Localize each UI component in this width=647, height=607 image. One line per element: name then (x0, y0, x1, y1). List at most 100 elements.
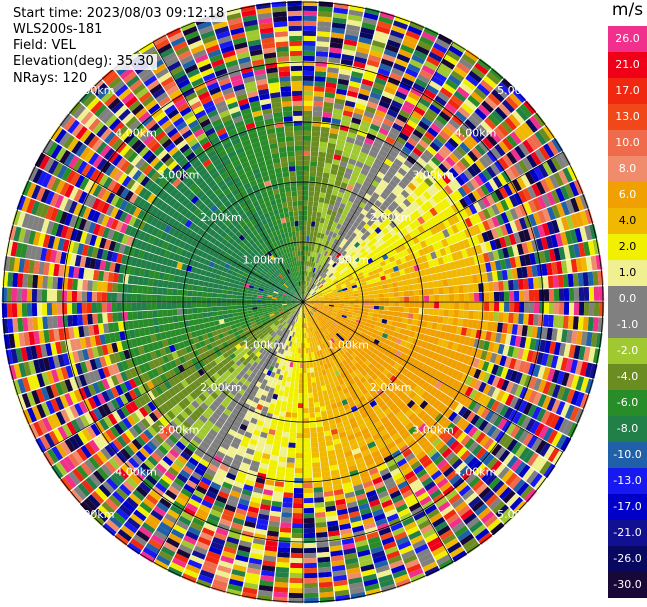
velocity-gate (470, 460, 483, 472)
velocity-gate (333, 296, 339, 299)
velocity-gate (354, 235, 361, 242)
velocity-gate (407, 284, 414, 291)
velocity-gate (549, 414, 560, 429)
velocity-gate (292, 402, 298, 409)
velocity-gate (334, 281, 340, 286)
velocity-gate (277, 420, 285, 427)
velocity-gate (350, 371, 357, 379)
velocity-gate (568, 302, 575, 316)
velocity-gate (327, 310, 333, 314)
velocity-gate (378, 289, 384, 294)
velocity-gate (421, 426, 432, 437)
velocity-gate (250, 460, 260, 468)
velocity-gate (464, 217, 473, 228)
velocity-gate (349, 122, 360, 130)
velocity-gate (359, 471, 370, 479)
velocity-gate (373, 158, 384, 167)
velocity-gate (484, 117, 497, 130)
velocity-gate (527, 277, 534, 290)
velocity-gate (430, 156, 442, 167)
velocity-gate (508, 357, 517, 370)
velocity-gate (396, 154, 406, 164)
velocity-gate (317, 26, 331, 33)
velocity-gate (374, 77, 387, 86)
velocity-gate (346, 200, 354, 208)
velocity-gate (279, 410, 286, 417)
velocity-gate (438, 287, 444, 295)
velocity-gate (395, 205, 404, 214)
velocity-gate (298, 317, 301, 323)
velocity-gate (424, 532, 439, 544)
velocity-gate (475, 186, 486, 199)
velocity-gate (494, 160, 505, 173)
velocity-gate (383, 48, 398, 58)
velocity-gate (442, 82, 456, 95)
velocity-gate (509, 131, 522, 145)
velocity-gate (369, 167, 379, 176)
velocity-gate (323, 261, 328, 268)
velocity-gate (427, 244, 435, 253)
velocity-gate (354, 488, 366, 497)
velocity-gate (319, 277, 324, 283)
velocity-gate (309, 300, 315, 302)
velocity-gate (395, 536, 410, 546)
velocity-gate (344, 141, 354, 149)
velocity-gate (338, 129, 348, 137)
velocity-gate (425, 384, 435, 394)
velocity-gate (377, 285, 384, 290)
velocity-gate (425, 328, 432, 336)
velocity-gate (495, 504, 509, 518)
velocity-gate (397, 167, 408, 177)
velocity-gate (482, 137, 494, 150)
velocity-gate (359, 376, 367, 384)
velocity-gate (397, 508, 411, 518)
velocity-gate (273, 591, 288, 598)
velocity-gate (335, 326, 341, 331)
velocity-gate (560, 216, 570, 231)
velocity-gate (363, 204, 371, 212)
velocity-gate (321, 239, 327, 245)
velocity-gate (336, 503, 347, 511)
velocity-gate (281, 512, 292, 518)
velocity-gate (338, 431, 347, 439)
velocity-gate (383, 476, 395, 486)
velocity-gate (307, 293, 311, 298)
velocity-gate (442, 485, 455, 497)
velocity-gate (306, 322, 309, 328)
velocity-gate (332, 484, 343, 491)
velocity-gate (323, 305, 329, 308)
velocity-gate (478, 339, 486, 350)
velocity-gate (320, 187, 327, 194)
velocity-gate (434, 166, 445, 177)
velocity-gate (348, 354, 354, 362)
velocity-gate (393, 140, 404, 150)
velocity-gate (325, 276, 330, 282)
velocity-gate (383, 158, 393, 167)
velocity-gate (308, 347, 312, 353)
velocity-gate (453, 66, 468, 78)
velocity-gate (313, 295, 319, 298)
velocity-gate (443, 509, 457, 521)
velocity-gate (408, 230, 417, 239)
velocity-gate (497, 417, 508, 430)
velocity-gate (419, 35, 435, 47)
velocity-gate (321, 466, 330, 473)
velocity-gate (396, 53, 411, 63)
velocity-gate (385, 224, 393, 232)
velocity-gate (543, 143, 555, 158)
velocity-gate (345, 95, 357, 103)
velocity-gate (347, 236, 354, 243)
velocity-gate (456, 446, 468, 458)
velocity-gate (551, 137, 564, 153)
velocity-gate (386, 319, 393, 326)
velocity-gate (242, 587, 258, 595)
velocity-gate (326, 321, 332, 327)
velocity-gate (506, 455, 519, 469)
velocity-gate (276, 466, 286, 473)
velocity-gate (290, 557, 303, 564)
velocity-gate (391, 564, 406, 574)
velocity-gate (370, 44, 385, 54)
velocity-gate (485, 262, 492, 273)
velocity-gate (369, 215, 378, 223)
velocity-gate (325, 328, 331, 334)
